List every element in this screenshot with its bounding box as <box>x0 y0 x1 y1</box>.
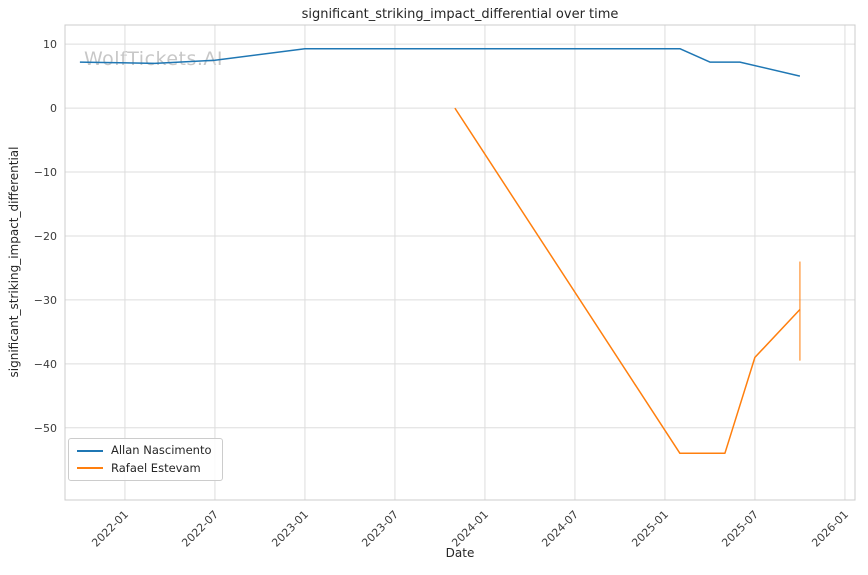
legend-item-rafael-estevam: Rafael Estevam <box>77 460 212 475</box>
y-tick-label: 10 <box>43 38 57 51</box>
x-tick-label: 2025-07 <box>719 508 761 550</box>
y-tick-label: −50 <box>34 422 57 435</box>
x-tick-label: 2022-01 <box>89 508 131 550</box>
series-line-0 <box>79 47 801 77</box>
y-axis-label: significant_striking_impact_differential <box>7 146 21 378</box>
x-tick-label: 2026-01 <box>809 508 851 550</box>
y-tick-label: −30 <box>34 294 57 307</box>
x-tick-label: 2024-01 <box>449 508 491 550</box>
x-tick-label: 2023-01 <box>269 508 311 550</box>
y-tick-label: 0 <box>50 102 57 115</box>
legend-item-allan-nascimento: Allan Nascimento <box>77 443 212 457</box>
plot-border <box>64 24 856 501</box>
legend-line-swatch-orange <box>77 467 103 470</box>
x-tick-label: 2024-07 <box>539 508 581 550</box>
legend: Allan Nascimento Rafael Estevam <box>68 438 223 481</box>
y-tick-label: −40 <box>34 358 57 371</box>
legend-line-swatch-blue <box>77 449 103 452</box>
series-line-1 <box>454 107 801 455</box>
x-tick-label: 2025-01 <box>629 508 671 550</box>
x-tick-label: 2022-07 <box>179 508 221 550</box>
x-axis-label: Date <box>445 546 475 560</box>
y-tick-label: −10 <box>34 166 57 179</box>
watermark: WolfTickets.AI <box>84 48 224 70</box>
y-tick-label: −20 <box>34 230 57 243</box>
chart-title: significant_striking_impact_differential… <box>301 7 619 22</box>
legend-label: Rafael Estevam <box>111 460 201 475</box>
legend-label: Allan Nascimento <box>111 443 212 457</box>
x-tick-label: 2023-07 <box>359 508 401 550</box>
